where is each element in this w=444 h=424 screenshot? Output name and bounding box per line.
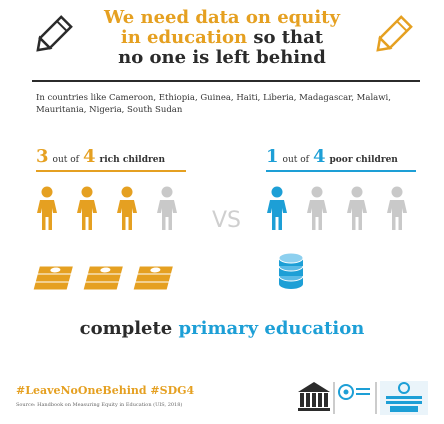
page-title: We need data on equity in education so t… — [92, 8, 352, 68]
countries-text: In countries like Cameroon, Ethiopia, Gu… — [36, 93, 391, 115]
title-line-1: We need data on equity — [104, 7, 340, 28]
pencil-icon — [376, 15, 413, 52]
poor-header: 1 out of 4 poor children — [266, 146, 398, 167]
caption: complete primary education — [0, 318, 444, 339]
title-line-2-highlight: in education — [120, 27, 248, 48]
rich-underline — [36, 170, 186, 172]
unesco-logo-icon — [298, 382, 330, 411]
person-icon — [77, 186, 97, 230]
divider — [32, 80, 420, 82]
poor-total: 4 — [312, 146, 326, 167]
rich-total: 4 — [82, 146, 96, 167]
person-icon — [267, 186, 287, 230]
money-stack-icon — [32, 265, 75, 291]
sdg-goals-logo-icon — [380, 381, 428, 415]
title-line-2-rest: so that — [253, 27, 324, 48]
person-icon — [387, 186, 407, 230]
poor-underline — [266, 170, 416, 172]
poor-out-of: out of — [282, 155, 309, 165]
person-icon — [37, 186, 57, 230]
partner-logos — [298, 381, 428, 415]
poor-count: 1 — [266, 146, 279, 167]
vs-label: VS — [212, 208, 242, 233]
title-line-3: no one is left behind — [118, 47, 326, 68]
uis-logo-icon — [338, 384, 370, 400]
person-icon — [347, 186, 367, 230]
coin-stack-icon — [278, 252, 304, 289]
source-text: Source: Handbook on Measuring Equity in … — [16, 402, 183, 408]
rich-count: 3 — [36, 146, 49, 167]
caption-highlight: primary education — [178, 318, 365, 339]
poor-label: poor children — [329, 155, 398, 165]
caption-dark: complete — [79, 318, 173, 339]
person-icon — [307, 186, 327, 230]
person-icon — [157, 186, 177, 230]
pencil-icon — [36, 15, 73, 52]
money-stacks — [32, 265, 175, 291]
money-stack-icon — [132, 265, 175, 291]
money-stack-icon — [82, 265, 125, 291]
hashtags: #LeaveNoOneBehind #SDG4 — [16, 384, 195, 397]
person-icon — [117, 186, 137, 230]
rich-out-of: out of — [52, 155, 79, 165]
rich-label: rich children — [99, 155, 165, 165]
rich-header: 3 out of 4 rich children — [36, 146, 165, 167]
